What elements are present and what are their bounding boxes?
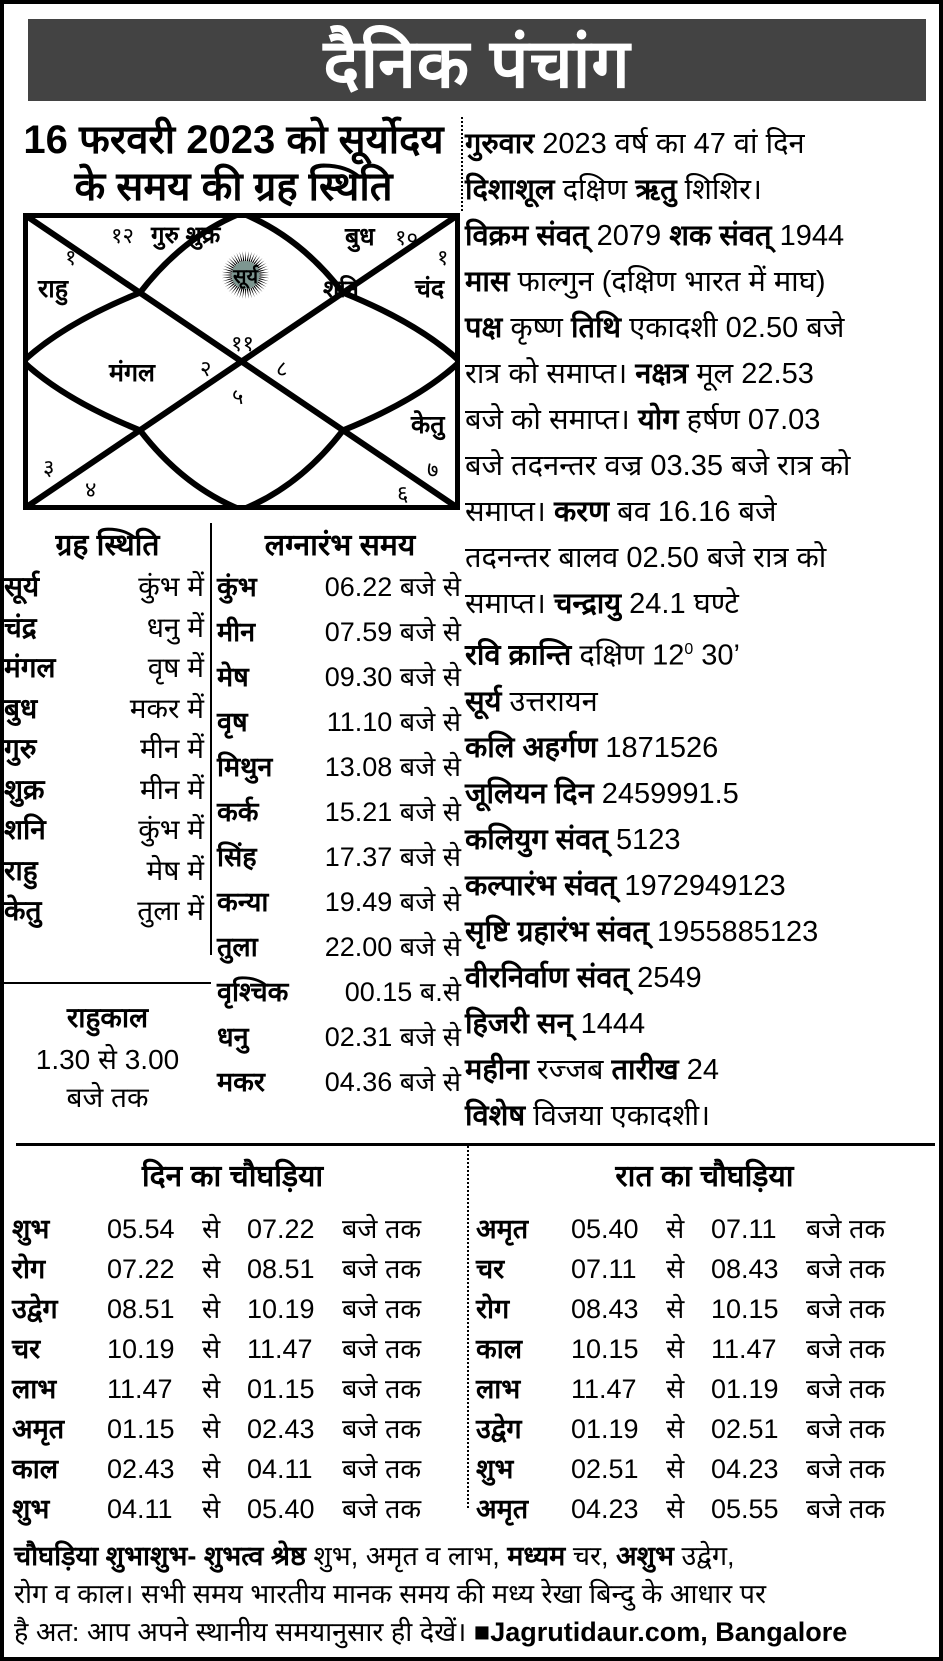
- svg-text:११: ११: [231, 331, 254, 356]
- svg-text:केतु: केतु: [410, 410, 446, 441]
- svg-text:१२: १२: [111, 223, 134, 248]
- svg-text:१: १: [437, 245, 448, 270]
- svg-text:१: १: [65, 245, 76, 270]
- svg-text:२: २: [200, 356, 211, 381]
- svg-text:५: ५: [232, 384, 243, 409]
- svg-text:सूर्य: सूर्य: [232, 264, 260, 289]
- svg-text:चंद: चंद: [414, 275, 445, 303]
- svg-text:७: ७: [427, 457, 438, 482]
- svg-text:८: ८: [276, 356, 287, 381]
- svg-text:६: ६: [397, 481, 408, 506]
- svg-text:राहु: राहु: [37, 275, 70, 306]
- svg-text:बुध: बुध: [344, 223, 376, 253]
- svg-text:१०: १०: [395, 225, 418, 250]
- svg-text:३: ३: [43, 455, 54, 480]
- svg-text:४: ४: [85, 477, 96, 502]
- svg-text:गुरु शुक्र: गुरु शुक्र: [150, 222, 222, 250]
- svg-text:मंगल: मंगल: [108, 359, 156, 387]
- svg-text:शनि: शनि: [323, 275, 361, 303]
